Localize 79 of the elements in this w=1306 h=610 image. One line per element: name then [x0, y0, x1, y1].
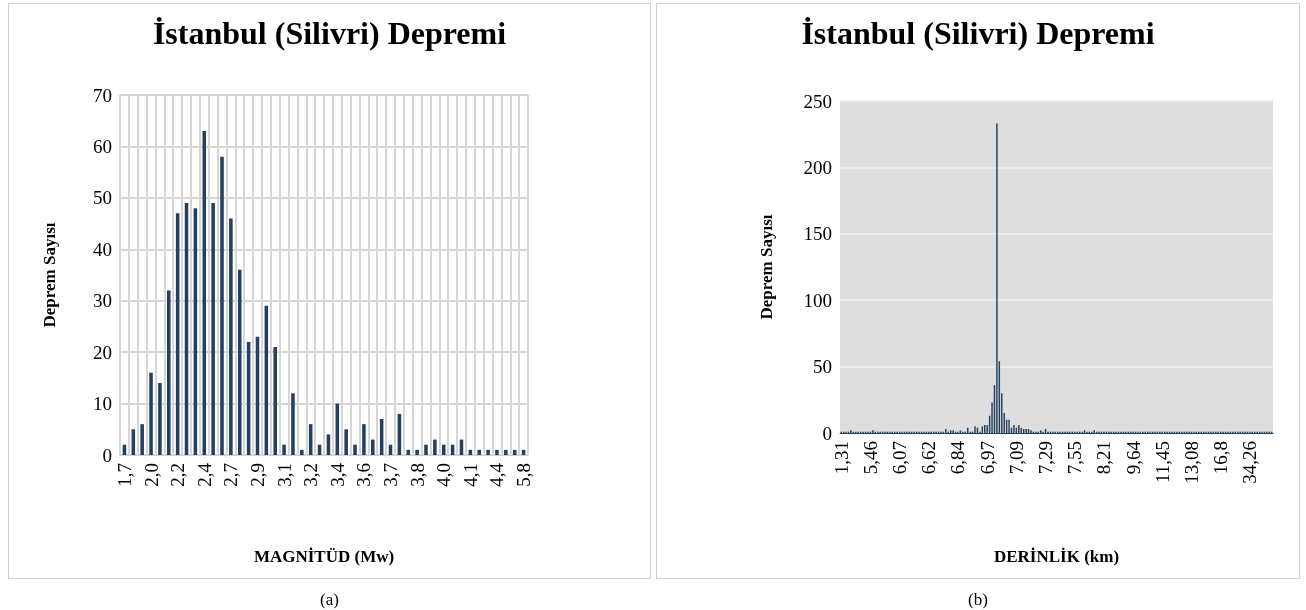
- x-tick-label: 5,46: [859, 441, 881, 475]
- x-tick-label: 2,4: [193, 462, 215, 487]
- x-tick-label: 3,6: [353, 463, 375, 487]
- x-axis-title: DERİNLİK (km): [993, 547, 1120, 566]
- bar: [273, 347, 277, 455]
- y-tick-label: 30: [93, 290, 112, 312]
- text: (a): [320, 590, 339, 609]
- x-tick-label: 7,09: [1005, 441, 1027, 475]
- y-tick-label: 0: [822, 422, 832, 444]
- x-tick-label: 2,0: [140, 463, 162, 487]
- bar: [220, 156, 224, 455]
- x-tick-label: 11,45: [1151, 441, 1173, 484]
- x-tick-label: 6,07: [889, 441, 911, 475]
- y-tick-label: 150: [803, 223, 832, 245]
- y-tick-label: 40: [93, 238, 112, 260]
- bar: [282, 444, 286, 455]
- x-tick-label: 3,7: [380, 463, 402, 487]
- x-tick-label: 2,9: [246, 463, 268, 487]
- x-tick-label: 8,21: [1093, 441, 1115, 475]
- y-tick-label: 0: [102, 444, 112, 466]
- bar: [202, 131, 207, 455]
- x-tick-label: 3,2: [300, 463, 322, 487]
- bar: [149, 372, 153, 455]
- text: (b): [968, 590, 988, 609]
- x-tick-label: 13,08: [1181, 441, 1203, 484]
- x-tick-label: 7,55: [1064, 441, 1086, 475]
- bar: [140, 424, 144, 455]
- y-tick-label: 250: [803, 90, 832, 112]
- bar: [495, 449, 499, 455]
- y-tick-label: 50: [93, 187, 112, 209]
- y-tick-label: 10: [93, 393, 112, 415]
- x-tick-label: 6,84: [947, 440, 969, 475]
- bar: [211, 203, 215, 455]
- x-axis-title: MAGNİTÜD (Mw): [253, 547, 395, 566]
- x-tick-label: 3,1: [273, 463, 295, 487]
- x-tick-label: 3,4: [326, 462, 348, 487]
- x-tick-label: 1,7: [113, 463, 135, 487]
- bar: [441, 444, 446, 455]
- bar: [486, 449, 490, 455]
- bar: [158, 383, 162, 455]
- x-tick-label: 2,7: [220, 463, 242, 487]
- bar: [291, 393, 295, 455]
- x-tick-label: 3,8: [406, 463, 428, 487]
- y-tick-label: 50: [813, 356, 832, 378]
- x-tick-label: 1,31: [830, 441, 852, 475]
- y-tick-label: 60: [93, 135, 112, 157]
- bar: [344, 429, 348, 455]
- bar: [424, 444, 428, 455]
- x-tick-label: 7,29: [1035, 441, 1057, 475]
- x-tick-label: 6,97: [976, 441, 998, 475]
- y-tick-label: 20: [93, 341, 112, 363]
- bar: [477, 449, 481, 455]
- x-tick-label: 16,8: [1210, 441, 1232, 475]
- x-tick-label: 6,62: [918, 441, 940, 475]
- bar: [433, 439, 437, 455]
- bar: [504, 449, 508, 455]
- x-tick-label: 9,64: [1122, 440, 1144, 475]
- bar: [362, 424, 366, 455]
- x-tick-label: 4,1: [459, 463, 481, 487]
- bar: [229, 218, 233, 455]
- x-tick-label: 2,2: [167, 463, 189, 487]
- y-axis-title: Deprem Sayısı: [757, 214, 776, 320]
- y-tick-label: 200: [803, 156, 832, 178]
- chart-title: İstanbul (Silivri) Depremi: [801, 15, 1155, 51]
- y-tick-label: 70: [93, 84, 112, 106]
- bar: [371, 439, 375, 455]
- bar: [406, 449, 411, 455]
- chart-title: İstanbul (Silivri) Depremi: [152, 15, 507, 51]
- x-tick-label: 5,8: [513, 463, 535, 487]
- bar: [353, 444, 357, 455]
- bar: [415, 449, 419, 455]
- bar: [237, 269, 242, 455]
- x-tick-label: 34,26: [1239, 441, 1261, 484]
- y-axis-title: Deprem Sayısı: [40, 222, 59, 328]
- bar: [167, 290, 171, 455]
- bar: [300, 449, 304, 455]
- x-tick-label: 4,4: [486, 462, 508, 487]
- y-tick-label: 100: [803, 289, 832, 311]
- x-tick-label: 4,0: [433, 463, 455, 487]
